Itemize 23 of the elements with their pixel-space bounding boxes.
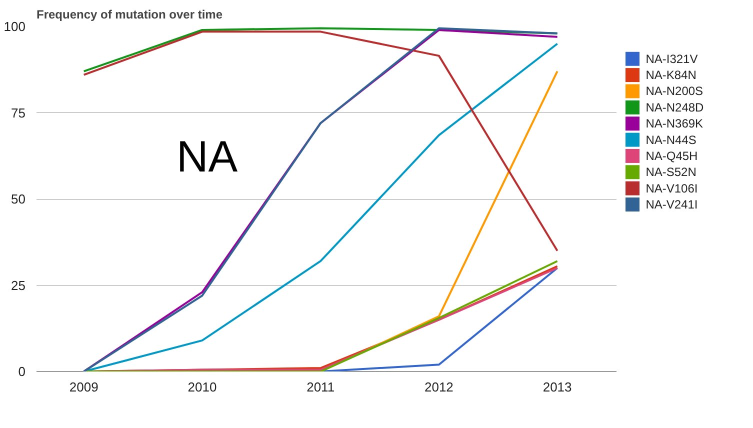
legend-label: NA-Q45H [646,148,698,163]
annotation: NA [176,132,238,182]
legend-label: NA-K84N [646,68,696,82]
legend-label: NA-S52N [646,165,696,180]
legend-label: NA-N200S [646,84,704,98]
chart-title: Frequency of mutation over time [36,8,223,22]
legend-label: NA-I321V [646,52,698,66]
legend-label: NA-V106I [646,181,698,196]
y-tick-label: 100 [4,19,26,34]
legend-label: NA-N248D [646,100,704,114]
x-tick-label: 2011 [306,380,335,394]
y-tick-label: 25 [11,278,26,293]
legend-label: NA-N369K [646,116,704,131]
legend-label: NA-V241I [646,198,698,212]
line-series [82,30,558,252]
x-tick-label: 2010 [188,380,217,394]
y-tick-label: 0 [18,364,26,379]
x-tick-label: 2009 [69,380,98,394]
legend-label: NA-N44S [646,132,696,147]
x-tick-label: 2013 [542,380,572,394]
y-tick-label: 50 [11,192,26,206]
x-tick-label: 2012 [424,380,454,394]
y-tick-label: 75 [11,105,26,120]
